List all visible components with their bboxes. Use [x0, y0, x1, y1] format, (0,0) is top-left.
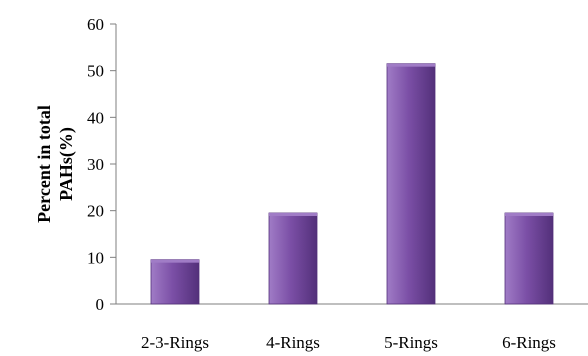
y-ticks: 0 10 20 30 40 50 60 — [87, 15, 116, 314]
x-tick-label-6-rings: 6-Rings — [502, 333, 556, 352]
y-tick-label: 60 — [87, 15, 104, 34]
bar-4-rings — [268, 212, 318, 305]
y-tick-label: 40 — [87, 108, 104, 127]
bar-top-highlight — [505, 213, 553, 216]
x-tick-label-4-rings: 4-Rings — [266, 333, 320, 352]
bars — [150, 63, 554, 305]
x-tick-label-5-rings: 5-Rings — [384, 333, 438, 352]
bar-top-highlight — [387, 63, 435, 67]
y-tick-label: 50 — [87, 62, 104, 81]
y-tick-label: 30 — [87, 155, 104, 174]
bar-2-3-rings — [150, 259, 200, 305]
y-axis-label-line-2: PAHs(%) — [56, 127, 77, 201]
bar-top-highlight — [151, 259, 199, 263]
y-tick-label: 20 — [87, 202, 104, 221]
y-tick-label: 10 — [87, 248, 104, 267]
bar-top-highlight — [269, 213, 317, 216]
y-axis-label-line-1: Percent in total — [34, 105, 54, 223]
bar-5-rings — [386, 63, 436, 305]
x-tick-labels: 2-3-Rings 4-Rings 5-Rings 6-Rings — [141, 333, 556, 352]
bar-6-rings — [504, 212, 554, 305]
y-tick-label: 0 — [96, 295, 105, 314]
x-tick-label-2-3-rings: 2-3-Rings — [141, 333, 209, 352]
